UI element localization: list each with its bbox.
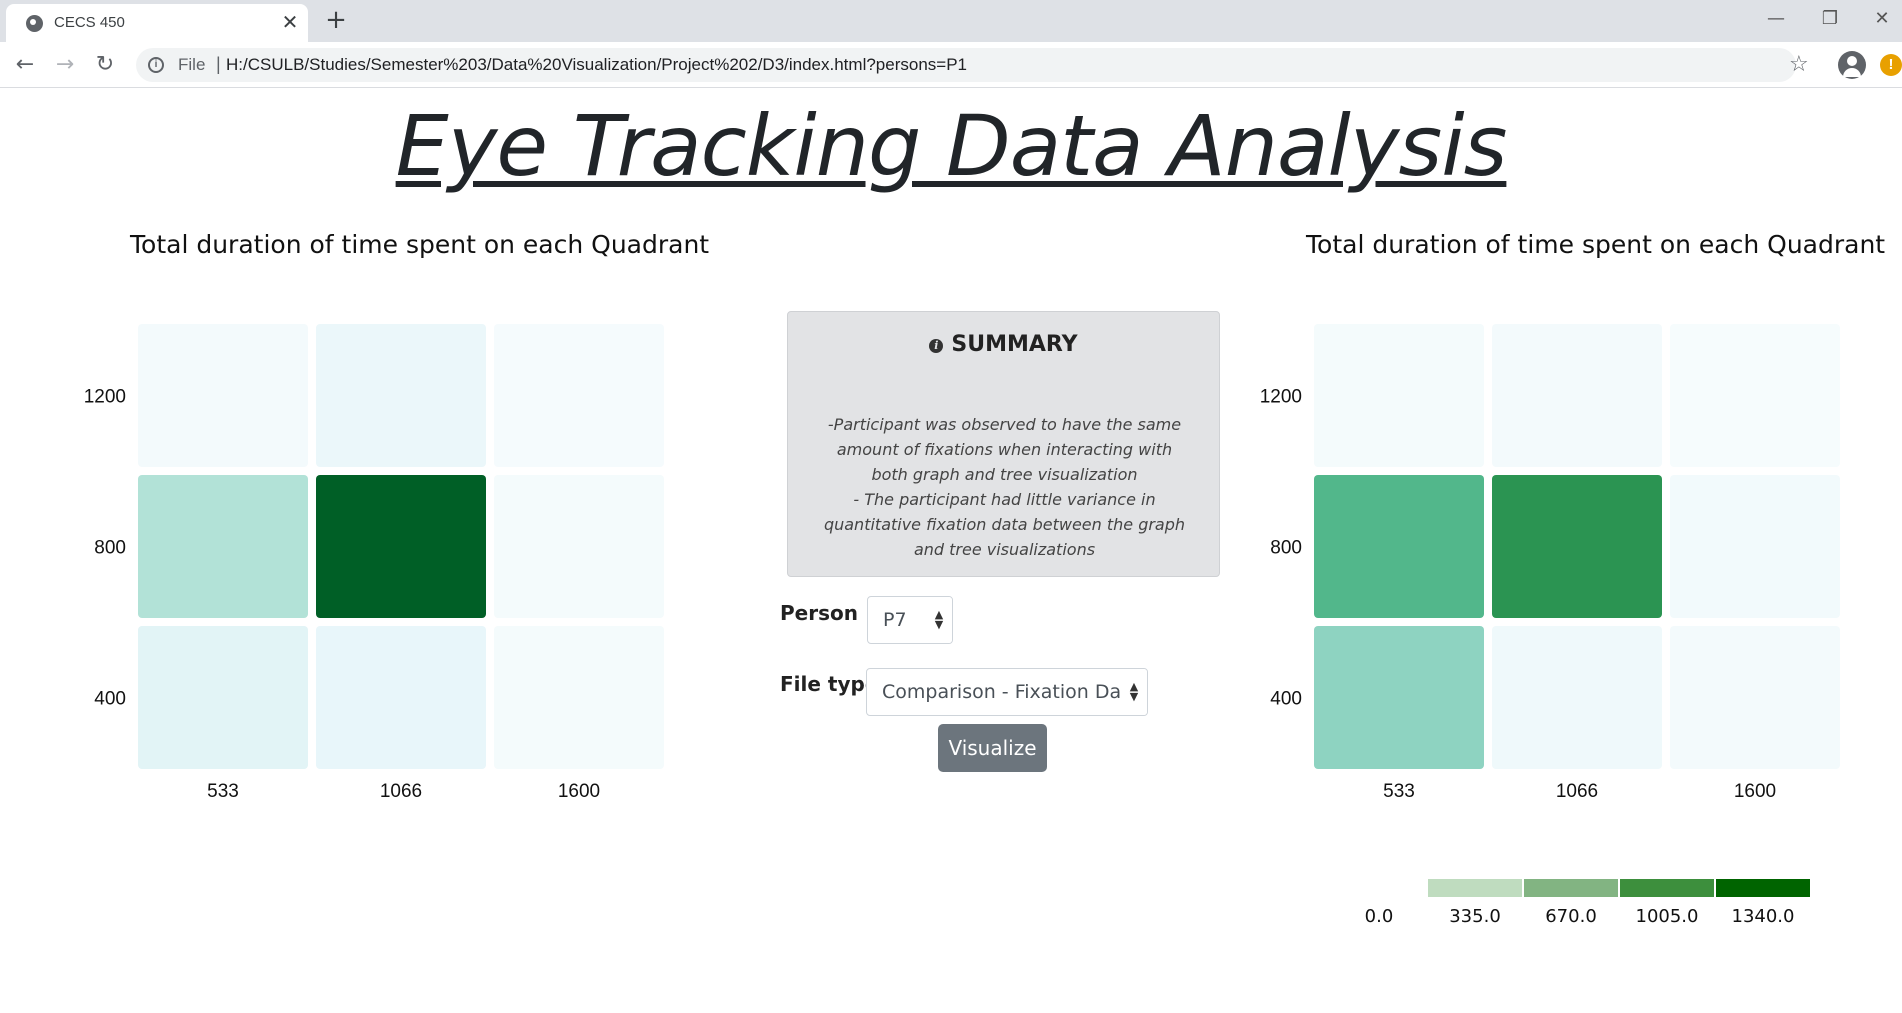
reload-icon[interactable]: ↻: [95, 52, 115, 77]
right-heatmap: 1200 800 400 533 1066 1600: [1260, 324, 1840, 802]
url-separator: |: [216, 54, 221, 74]
summary-line: and tree visualizations: [913, 540, 1096, 559]
summary-line: - The participant had little variance in: [853, 490, 1156, 509]
globe-icon: [26, 15, 43, 32]
summary-line: amount of fixations when interacting wit…: [836, 440, 1173, 459]
x-tick-label: 1600: [558, 781, 600, 802]
person-select-value: P7: [883, 609, 907, 631]
summary-line: -Participant was observed to have the sa…: [827, 415, 1182, 434]
y-tick-label: 400: [94, 689, 126, 710]
filetype-select[interactable]: Comparison - Fixation Data ▲ ▼: [866, 668, 1148, 716]
summary-heading: i SUMMARY: [788, 332, 1219, 357]
heatmap-cell[interactable]: [316, 324, 486, 467]
legend-swatch: [1716, 879, 1810, 897]
x-tick-label: 1066: [380, 781, 422, 802]
summary-card: i SUMMARY -Participant was observed to ha…: [787, 311, 1220, 577]
y-tick-label: 1200: [1260, 387, 1302, 408]
close-icon[interactable]: ✕: [281, 10, 299, 34]
new-tab-button[interactable]: +: [325, 5, 347, 35]
select-arrows-icon: ▲ ▼: [926, 597, 952, 643]
heatmap-cell[interactable]: [1492, 324, 1662, 467]
filetype-label: File type: [780, 672, 879, 696]
restore-icon[interactable]: ❐: [1821, 8, 1839, 29]
color-legend: 0.0 335.0 670.0 1005.0 1340.0: [1365, 879, 1810, 927]
summary-line: quantitative fixation data between the g…: [823, 515, 1186, 534]
left-heatmap: 1200 800 400 533 1066 1600: [84, 324, 664, 802]
heatmap-cell[interactable]: [494, 324, 664, 467]
heatmap-cell[interactable]: [1492, 626, 1662, 769]
y-tick-label: 400: [1270, 689, 1302, 710]
heatmap-cell[interactable]: [316, 626, 486, 769]
y-tick-label: 800: [94, 538, 126, 559]
legend-tick-label: 670.0: [1545, 906, 1597, 927]
browser-toolbar: ← → ↻ i File | H:/CSULB/Studies/Semester…: [0, 42, 1902, 88]
info-circle-icon: i: [929, 339, 944, 353]
heatmap-cell[interactable]: [1314, 626, 1484, 769]
heatmap-cell[interactable]: [1492, 475, 1662, 618]
minimize-icon[interactable]: —: [1767, 8, 1785, 29]
tab-strip: CECS 450 ✕ + — ❐ ✕: [0, 0, 1902, 42]
legend-swatch: [1428, 879, 1522, 897]
visualize-button[interactable]: Visualize: [938, 724, 1047, 772]
address-bar[interactable]: i File | H:/CSULB/Studies/Semester%203/D…: [136, 48, 1796, 82]
y-tick-label: 800: [1270, 538, 1302, 559]
legend-tick-label: 335.0: [1449, 906, 1501, 927]
x-tick-label: 1066: [1556, 781, 1598, 802]
bookmark-star-icon[interactable]: ☆: [1789, 52, 1809, 77]
heatmap-cell[interactable]: [1670, 475, 1840, 618]
window-close-icon[interactable]: ✕: [1874, 8, 1890, 29]
heatmap-cell[interactable]: [138, 324, 308, 467]
legend-tick-label: 0.0: [1365, 906, 1394, 927]
url-scheme: File: [178, 55, 206, 74]
right-chart-title: Total duration of time spent on each Qua…: [1306, 230, 1886, 259]
heatmap-cell[interactable]: [494, 475, 664, 618]
x-tick-label: 533: [207, 781, 239, 802]
person-label: Person: [780, 601, 858, 625]
y-tick-label: 1200: [84, 387, 126, 408]
update-alert-icon[interactable]: !: [1880, 54, 1902, 76]
left-chart-title: Total duration of time spent on each Qua…: [130, 230, 710, 259]
back-icon[interactable]: ←: [15, 52, 35, 77]
heatmap-cell[interactable]: [316, 475, 486, 618]
tab-title: CECS 450: [54, 14, 125, 31]
heatmap-cell[interactable]: [1670, 626, 1840, 769]
page-title: Eye Tracking Data Analysis: [395, 97, 1508, 195]
heatmap-cell[interactable]: [138, 475, 308, 618]
info-icon[interactable]: i: [148, 57, 164, 73]
heatmap-cell[interactable]: [1314, 324, 1484, 467]
profile-avatar-icon[interactable]: [1838, 51, 1866, 79]
forward-icon[interactable]: →: [55, 52, 75, 77]
x-tick-label: 1600: [1734, 781, 1776, 802]
heatmap-cell[interactable]: [1670, 324, 1840, 467]
heatmap-cell[interactable]: [1314, 475, 1484, 618]
heatmap-cell[interactable]: [494, 626, 664, 769]
summary-line: both graph and tree visualization: [871, 465, 1138, 484]
legend-swatch: [1524, 879, 1618, 897]
person-select[interactable]: P7 ▲ ▼: [867, 596, 953, 644]
summary-text: -Participant was observed to have the sa…: [798, 412, 1211, 562]
summary-heading-text: SUMMARY: [951, 332, 1078, 357]
filetype-select-value: Comparison - Fixation Data: [882, 681, 1141, 703]
select-arrows-icon: ▲ ▼: [1121, 669, 1147, 715]
url-text[interactable]: H:/CSULB/Studies/Semester%203/Data%20Vis…: [226, 55, 968, 74]
browser-tab[interactable]: CECS 450 ✕: [6, 4, 308, 42]
heatmap-cell[interactable]: [138, 626, 308, 769]
legend-tick-label: 1340.0: [1732, 906, 1795, 927]
x-tick-label: 533: [1383, 781, 1415, 802]
legend-tick-label: 1005.0: [1636, 906, 1699, 927]
legend-swatch: [1620, 879, 1714, 897]
